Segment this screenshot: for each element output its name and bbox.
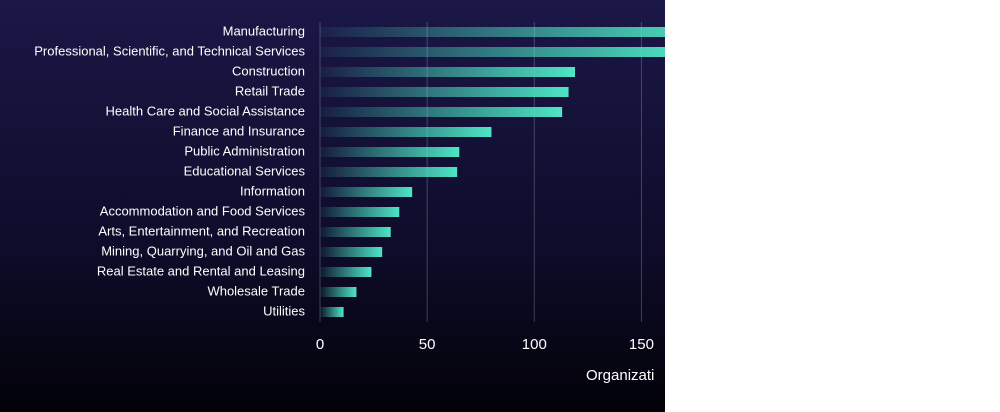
bar — [320, 27, 665, 37]
y-tick-label: Mining, Quarrying, and Oil and Gas — [101, 243, 305, 258]
bar — [320, 87, 569, 97]
bar — [320, 147, 460, 157]
chart: 0 50 100 150 Manufacturing Professional, Scie… — [0, 0, 665, 412]
x-tick-label: 0 — [316, 336, 324, 353]
y-tick-label: Arts, Entertainment, and Recreation — [98, 223, 305, 238]
bar — [320, 267, 372, 277]
bar — [320, 67, 575, 77]
bar — [320, 287, 357, 297]
y-tick-label: Public Administration — [184, 143, 305, 158]
bar — [320, 247, 383, 257]
y-tick-label: Educational Services — [184, 163, 306, 178]
y-tick-label: Wholesale Trade — [207, 283, 305, 298]
bar — [320, 167, 458, 177]
bar — [320, 107, 563, 117]
y-tick-label: Health Care and Social Assistance — [106, 103, 305, 118]
y-tick-label: Accommodation and Food Services — [100, 203, 306, 218]
x-tick-label: 100 — [522, 336, 547, 353]
y-tick-label: Manufacturing — [223, 23, 305, 38]
bar — [320, 307, 344, 317]
bar — [320, 187, 413, 197]
x-tick-label: 150 — [629, 336, 654, 353]
bar — [320, 47, 665, 57]
plot-area: 0 50 100 150 Manufacturing Professional, Scie… — [34, 22, 665, 384]
bar — [320, 207, 400, 217]
bar — [320, 227, 391, 237]
y-tick-label: Utilities — [263, 303, 305, 318]
y-tick-label: Professional, Scientific, and Technical … — [34, 43, 305, 58]
bar — [320, 127, 492, 137]
y-tick-label: Construction — [232, 63, 305, 78]
y-tick-label: Finance and Insurance — [173, 123, 305, 138]
y-tick-label: Retail Trade — [235, 83, 305, 98]
y-tick-label: Real Estate and Rental and Leasing — [97, 263, 305, 278]
y-tick-label: Information — [240, 183, 305, 198]
x-axis-label: Organizati — [586, 367, 654, 384]
x-tick-label: 50 — [419, 336, 436, 353]
